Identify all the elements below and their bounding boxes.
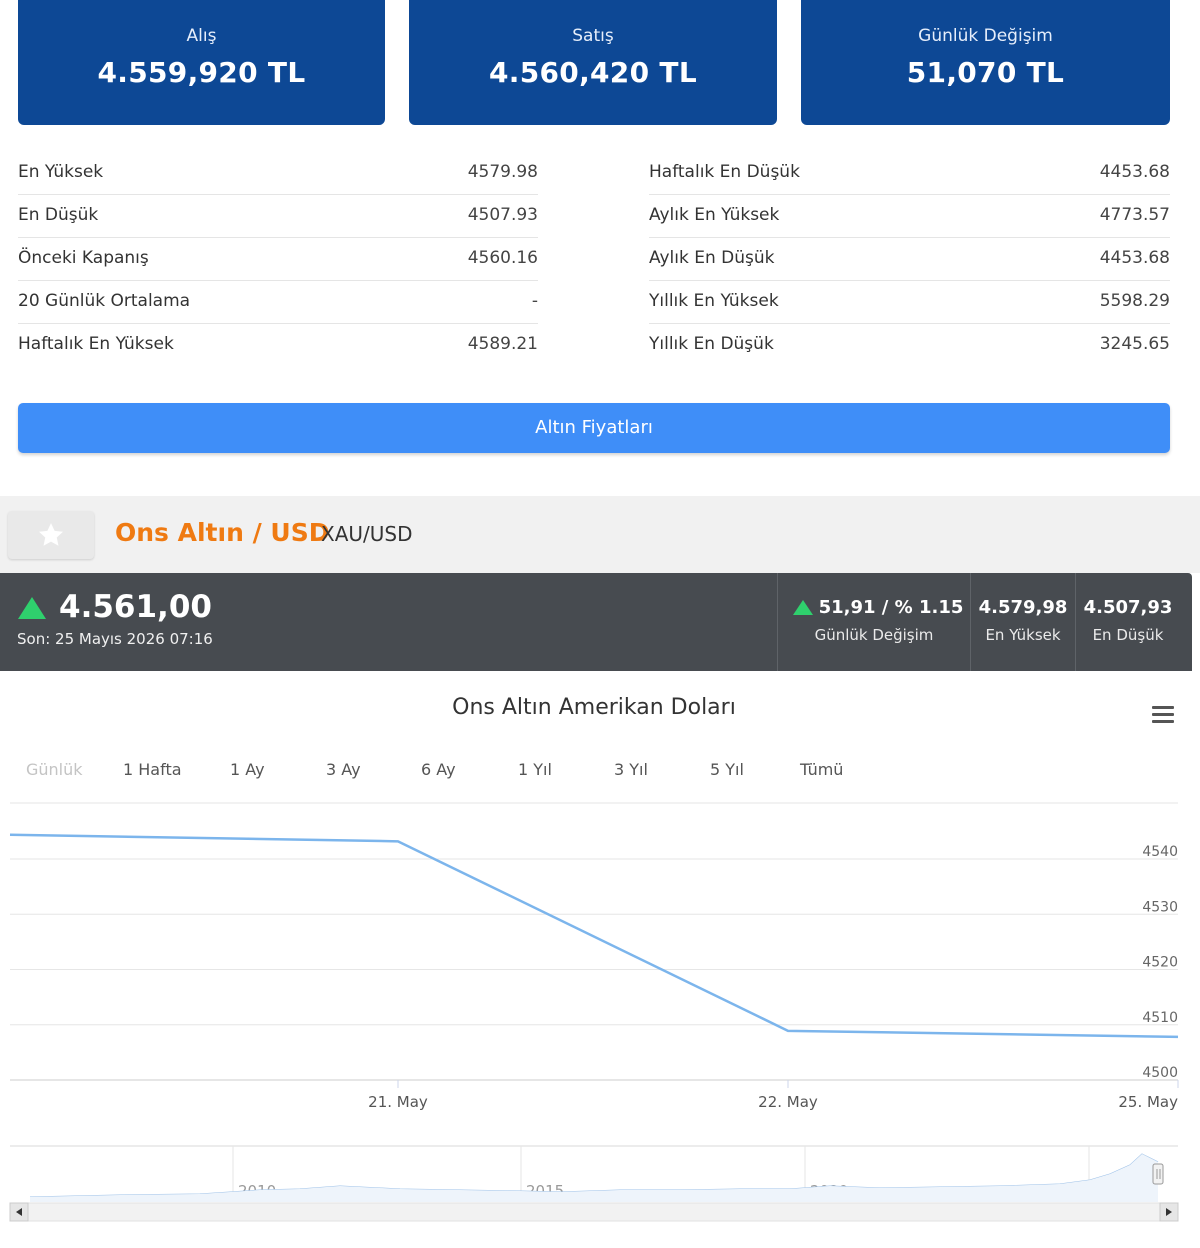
low-value: 4.507,93 <box>1083 597 1173 618</box>
favorite-button[interactable] <box>8 511 94 559</box>
change-label: Günlük Değişim <box>814 626 934 644</box>
range-daily[interactable]: Günlük <box>26 760 83 779</box>
scrollbar-track[interactable] <box>9 1202 1179 1222</box>
high-label: En Yüksek <box>985 626 1061 644</box>
navigator-area <box>30 1154 1158 1202</box>
sell-label: Satış <box>572 26 614 46</box>
stat-label: Aylık En Yüksek <box>649 205 780 225</box>
stat-value: 4453.68 <box>1099 248 1170 268</box>
x-axis-labels: 21. May 22. May 25. May <box>368 1080 1179 1111</box>
price-chart: 4500 4510 4520 4530 4540 21. May 22. May 25. M… <box>9 802 1179 1111</box>
stat-row: Aylık En Yüksek 4773.57 <box>649 195 1170 238</box>
stat-value: 3245.65 <box>1099 334 1170 354</box>
ticker-change-cell: 51,91 / % 1.15 Günlük Değişim <box>777 573 970 671</box>
sell-price-box: Satış 4.560,420 TL <box>409 0 777 125</box>
stat-label: Haftalık En Düşük <box>649 162 800 182</box>
stat-row: Haftalık En Düşük 4453.68 <box>649 152 1170 195</box>
stat-label: Yıllık En Yüksek <box>649 291 779 311</box>
y-axis-labels: 4500 4510 4520 4530 4540 <box>1142 844 1178 1081</box>
daily-change-box: Günlük Değişim 51,070 TL <box>801 0 1170 125</box>
grid-lines <box>10 858 1178 1081</box>
stat-row: Yıllık En Yüksek 5598.29 <box>649 281 1170 324</box>
stat-label: Önceki Kapanış <box>18 248 149 268</box>
range-5-year[interactable]: 5 Yıl <box>710 760 744 779</box>
instrument-header <box>0 496 1200 573</box>
scroll-left-arrow-icon <box>16 1208 22 1216</box>
y-tick-label: 4540 <box>1142 844 1178 860</box>
current-price: 4.561,00 <box>59 589 212 625</box>
stats-table-right: Haftalık En Düşük 4453.68 Aylık En Yüksek… <box>649 152 1170 367</box>
y-tick-label: 4510 <box>1142 1010 1178 1026</box>
stat-value: - <box>531 291 538 311</box>
up-triangle-icon <box>18 597 46 619</box>
price-ticker: 4.561,00 Son: 25 Mayıs 2026 07:16 51,91 … <box>0 573 1192 671</box>
stat-value: 4507.93 <box>467 205 538 225</box>
ticker-high-cell: 4.579,98 En Yüksek <box>970 573 1075 671</box>
change-value: 51,91 / % 1.15 <box>818 597 964 618</box>
stat-label: En Düşük <box>18 205 99 225</box>
stat-label: 20 Günlük Ortalama <box>18 291 191 311</box>
price-boxes: Alış 4.559,920 TL Satış 4.560,420 TL Gün… <box>0 0 1200 126</box>
x-tick-label: 21. May <box>368 1093 428 1111</box>
stat-value: 4560.16 <box>467 248 538 268</box>
stat-value: 5598.29 <box>1099 291 1170 311</box>
buy-price-box: Alış 4.559,920 TL <box>18 0 385 125</box>
buy-label: Alış <box>186 26 217 46</box>
range-3-month[interactable]: 3 Ay <box>326 760 361 779</box>
series-area <box>9 833 1179 1039</box>
series-line <box>9 833 1179 1039</box>
navigator-handle[interactable] <box>1152 1163 1164 1185</box>
chart-navigator[interactable]: 2010201520202025 <box>0 1140 1200 1230</box>
stat-label: Aylık En Düşük <box>649 248 775 268</box>
x-tick-label: 25. May <box>1118 1093 1178 1111</box>
stat-label: Haftalık En Yüksek <box>18 334 174 354</box>
stat-label: En Yüksek <box>18 162 104 182</box>
instrument-title: Ons Altın / USD <box>115 518 330 547</box>
up-triangle-icon <box>793 600 813 615</box>
scroll-right-arrow-icon <box>1166 1208 1172 1216</box>
stat-value: 4453.68 <box>1099 162 1170 182</box>
stat-row: En Düşük 4507.93 <box>18 195 538 238</box>
sell-value: 4.560,420 TL <box>489 56 697 89</box>
chart-title: Ons Altın Amerikan Doları <box>452 695 736 720</box>
daily-change-value: 51,070 TL <box>906 56 1065 89</box>
stat-row: Yıllık En Düşük 3245.65 <box>649 324 1170 367</box>
ticker-low-cell: 4.507,93 En Düşük <box>1075 573 1180 671</box>
stat-value: 4579.98 <box>467 162 538 182</box>
hamburger-menu-icon[interactable] <box>1152 706 1174 724</box>
range-1-year[interactable]: 1 Yıl <box>518 760 552 779</box>
instrument-code: XAU/USD <box>321 522 413 546</box>
x-tick-label: 22. May <box>758 1093 818 1111</box>
star-icon <box>39 523 63 546</box>
stat-row: 20 Günlük Ortalama - <box>18 281 538 324</box>
y-tick-label: 4530 <box>1142 899 1178 915</box>
low-label: En Düşük <box>1092 626 1164 644</box>
high-value: 4.579,98 <box>978 597 1068 618</box>
stat-row: Önceki Kapanış 4560.16 <box>18 238 538 281</box>
stat-label: Yıllık En Düşük <box>649 334 774 354</box>
range-6-month[interactable]: 6 Ay <box>421 760 456 779</box>
gold-prices-button[interactable]: Altın Fiyatları <box>18 403 1170 453</box>
y-tick-label: 4520 <box>1142 955 1178 971</box>
last-update: Son: 25 Mayıs 2026 07:16 <box>17 630 213 648</box>
buy-value: 4.559,920 TL <box>97 56 306 89</box>
stat-value: 4773.57 <box>1099 205 1170 225</box>
range-3-year[interactable]: 3 Yıl <box>614 760 648 779</box>
range-selector: Günlük 1 Hafta 1 Ay 3 Ay 6 Ay 1 Yıl 3 Yı… <box>0 760 1200 786</box>
range-all[interactable]: Tümü <box>800 760 844 779</box>
range-1-month[interactable]: 1 Ay <box>230 760 265 779</box>
stat-row: Haftalık En Yüksek 4589.21 <box>18 324 538 367</box>
stat-value: 4589.21 <box>467 334 538 354</box>
range-1-week[interactable]: 1 Hafta <box>123 760 182 779</box>
stat-row: En Yüksek 4579.98 <box>18 152 538 195</box>
daily-change-label: Günlük Değişim <box>918 26 1053 46</box>
stats-table-left: En Yüksek 4579.98 En Düşük 4507.93 Önceki … <box>18 152 538 367</box>
y-tick-label: 4500 <box>1142 1065 1178 1081</box>
stat-row: Aylık En Düşük 4453.68 <box>649 238 1170 281</box>
